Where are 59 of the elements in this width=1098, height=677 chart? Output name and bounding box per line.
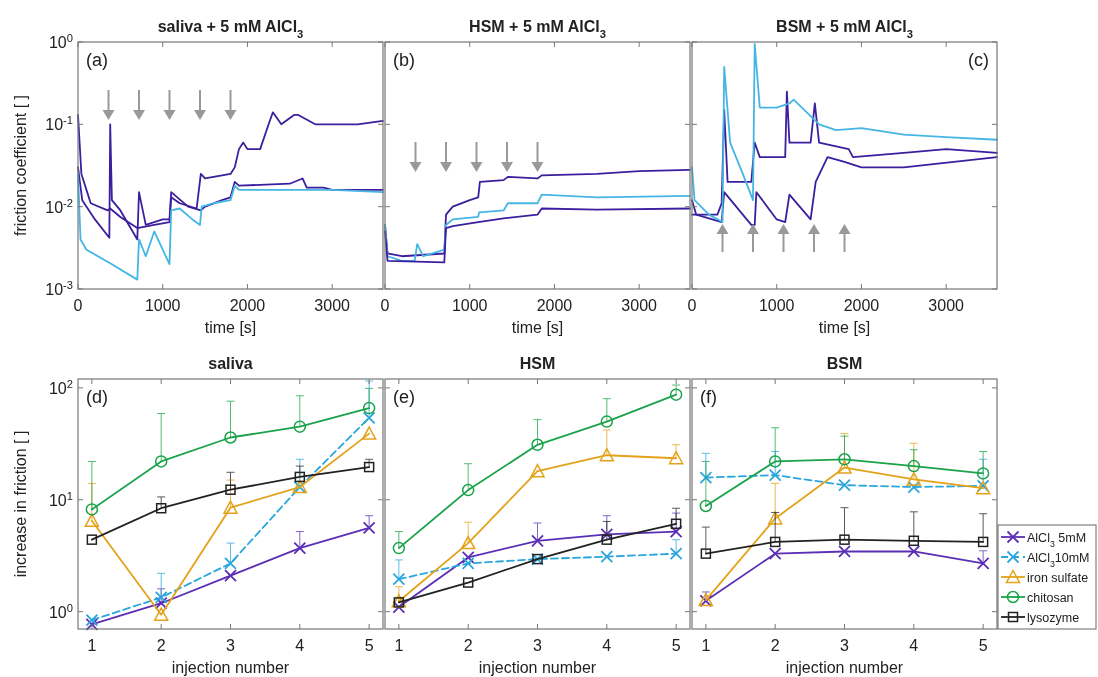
x-axis-title: time [s] <box>204 319 257 336</box>
legend-label: iron sulfate <box>1027 571 1089 585</box>
x-tick-label: 3 <box>533 637 543 654</box>
x-axis-title: injection number <box>171 659 290 676</box>
x-tick-label: 1000 <box>144 297 181 314</box>
y-tick-label: 10$^{1}$ <box>48 489 73 509</box>
annotation: (e) <box>393 387 415 407</box>
y-axis-title: friction coefficient [ ] <box>12 94 29 237</box>
x-axis-title: time [s] <box>818 319 871 336</box>
x-tick-label: 2 <box>770 637 780 654</box>
y-tick-label: 10$^{0}$ <box>48 32 73 51</box>
legend-label: lysozyme <box>1027 611 1080 625</box>
x-tick-label: 2000 <box>843 297 880 314</box>
legend-label: AlCl$_{3}$10mM <box>1027 551 1090 569</box>
x-tick-label: 1 <box>87 637 97 654</box>
legend-label: chitosan <box>1027 591 1074 605</box>
x-tick-label: 3000 <box>621 297 658 314</box>
x-tick-label: 4 <box>295 637 305 654</box>
x-tick-label: 1000 <box>451 297 488 314</box>
y-tick-label: 10$^{2}$ <box>48 377 73 397</box>
x-axis-title: time [s] <box>511 319 564 336</box>
x-tick-label: 2 <box>156 637 166 654</box>
x-tick-label: 3 <box>840 637 850 654</box>
y-axis-title: increase in friction [ ] <box>12 430 29 578</box>
x-axis-title: injection number <box>478 659 597 676</box>
x-tick-label: 5 <box>364 637 374 654</box>
annotation: (c) <box>968 50 989 70</box>
x-tick-label: 3000 <box>928 297 965 314</box>
x-tick-label: 1 <box>394 637 404 654</box>
x-tick-label: 0 <box>73 297 83 314</box>
x-tick-label: 3000 <box>314 297 351 314</box>
x-tick-label: 5 <box>671 637 681 654</box>
x-tick-label: 4 <box>602 637 612 654</box>
legend-label: AlCl$_{3}$ 5mM <box>1027 531 1087 549</box>
annotation: (d) <box>86 387 108 407</box>
chart-title: BSM + 5 mM AlCl$_{3}$ <box>776 18 913 40</box>
chart-title: HSM + 5 mM AlCl$_{3}$ <box>469 18 606 40</box>
y-tick-label: 10$^{-3}$ <box>45 279 73 298</box>
chart-title: HSM <box>519 355 556 372</box>
chart-title: saliva + 5 mM AlCl$_{3}$ <box>157 18 304 40</box>
x-tick-label: 5 <box>978 637 988 654</box>
x-tick-label: 0 <box>687 297 697 314</box>
x-tick-label: 2 <box>463 637 473 654</box>
x-tick-label: 1000 <box>758 297 795 314</box>
chart-title: BSM <box>826 355 863 372</box>
y-tick-label: 10$^{0}$ <box>48 601 73 621</box>
annotation: (a) <box>86 50 108 70</box>
y-tick-label: 10$^{-2}$ <box>45 196 73 216</box>
x-tick-label: 0 <box>380 297 390 314</box>
x-axis-title: injection number <box>785 659 904 676</box>
x-tick-label: 2000 <box>536 297 573 314</box>
x-tick-label: 4 <box>909 637 919 654</box>
x-tick-label: 1 <box>701 637 711 654</box>
annotation: (f) <box>700 387 717 407</box>
annotation: (b) <box>393 50 415 70</box>
chart-title: saliva <box>208 355 253 372</box>
x-tick-label: 2000 <box>229 297 266 314</box>
x-tick-label: 3 <box>226 637 236 654</box>
y-tick-label: 10$^{-1}$ <box>45 114 73 134</box>
